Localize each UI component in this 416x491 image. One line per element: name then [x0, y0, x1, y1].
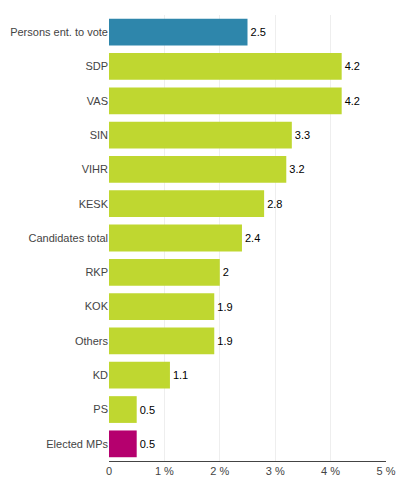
- svg-text:1.9: 1.9: [217, 335, 232, 347]
- svg-text:3.3: 3.3: [295, 129, 310, 141]
- svg-text:2.4: 2.4: [245, 232, 260, 244]
- svg-text:4 %: 4 %: [321, 465, 340, 477]
- svg-text:VIHR: VIHR: [82, 163, 108, 175]
- svg-text:0.5: 0.5: [140, 404, 155, 416]
- svg-text:VAS: VAS: [87, 95, 108, 107]
- svg-text:4.2: 4.2: [345, 95, 360, 107]
- svg-text:SDP: SDP: [85, 60, 108, 72]
- svg-text:5 %: 5 %: [377, 465, 396, 477]
- svg-text:SIN: SIN: [90, 129, 108, 141]
- svg-text:2: 2: [223, 266, 229, 278]
- svg-text:2 %: 2 %: [210, 465, 229, 477]
- svg-text:0: 0: [106, 465, 112, 477]
- svg-text:Persons ent. to vote: Persons ent. to vote: [10, 26, 108, 38]
- svg-text:2.5: 2.5: [251, 26, 266, 38]
- svg-text:0.5: 0.5: [140, 438, 155, 450]
- svg-text:Candidates total: Candidates total: [29, 232, 109, 244]
- svg-text:RKP: RKP: [85, 266, 108, 278]
- svg-text:Elected MPs: Elected MPs: [46, 438, 108, 450]
- svg-text:3.2: 3.2: [289, 163, 304, 175]
- svg-text:PS: PS: [93, 403, 108, 415]
- svg-text:4.2: 4.2: [345, 60, 360, 72]
- svg-text:KOK: KOK: [85, 300, 109, 312]
- svg-text:2.8: 2.8: [267, 198, 282, 210]
- svg-text:1 %: 1 %: [155, 465, 174, 477]
- svg-text:KD: KD: [93, 369, 108, 381]
- svg-text:1.1: 1.1: [173, 369, 188, 381]
- svg-text:1.9: 1.9: [217, 301, 232, 313]
- svg-text:Others: Others: [75, 335, 109, 347]
- svg-text:KESK: KESK: [79, 198, 109, 210]
- svg-text:3 %: 3 %: [266, 465, 285, 477]
